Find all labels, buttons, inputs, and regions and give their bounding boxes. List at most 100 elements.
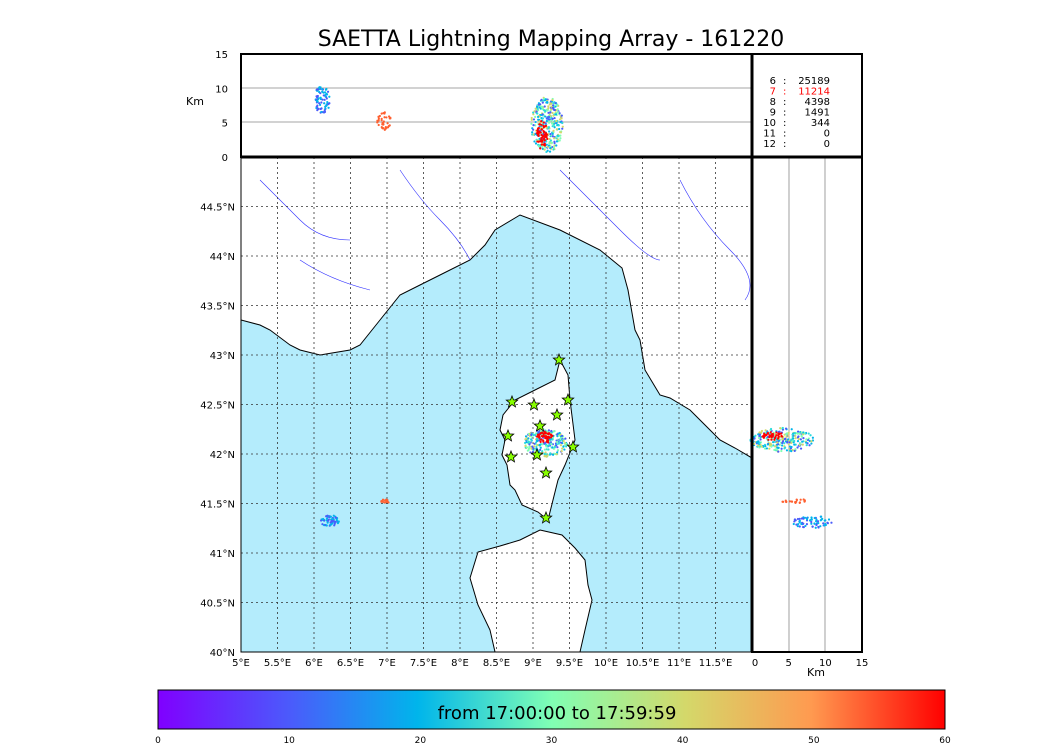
lightning-source-point (327, 103, 330, 106)
lightning-source-point (786, 438, 790, 441)
lightning-source-point (548, 150, 552, 153)
lon-tick-label: 10°E (594, 658, 618, 669)
lightning-source-point (805, 444, 808, 447)
lightning-source-point (553, 429, 556, 433)
lightning-source-point (320, 110, 323, 114)
lightning-source-point (531, 445, 534, 448)
lightning-source-point (558, 118, 562, 121)
lightning-source-point (544, 122, 547, 125)
lightning-source-point (810, 520, 813, 524)
lightning-source-point (543, 455, 546, 458)
lightning-source-point (786, 432, 789, 435)
lightning-source-point (321, 98, 324, 101)
lightning-source-point (548, 443, 551, 446)
side-altitude-panel: Km 0 5 10 15 (749, 156, 869, 679)
lightning-source-point (553, 137, 556, 140)
lightning-source-point (764, 434, 767, 437)
lightning-source-point (768, 447, 771, 450)
lightning-source-point (333, 524, 336, 527)
lightning-source-point (549, 436, 553, 439)
lightning-source-point (535, 112, 539, 115)
lon-tick-label: 6°E (305, 658, 323, 669)
lightning-source-point (787, 434, 790, 437)
lightning-source-point (538, 443, 541, 447)
lightning-source-point (530, 122, 533, 125)
lightning-source-point (552, 129, 555, 132)
station-count-panel: 6: 25189 7: 11214 8: 4398 9: 1491 10: 344 11: 0 12: 0 (751, 53, 863, 158)
lightning-source-point (816, 520, 820, 523)
lightning-source-point (798, 525, 801, 528)
lightning-source-point (552, 123, 556, 126)
lightning-source-point (784, 427, 788, 430)
station-count-row: 7: 11214 (770, 87, 830, 98)
station-star-icon (539, 465, 553, 479)
lightning-source-point (801, 440, 804, 443)
lightning-source-point (560, 450, 563, 453)
station-count-row: 6: 25189 (770, 76, 830, 87)
lightning-source-point (783, 446, 787, 449)
lightning-source-point (548, 142, 551, 145)
lightning-source-point (547, 126, 551, 129)
lightning-source-point (793, 432, 796, 435)
lightning-source-point (780, 432, 783, 435)
lightning-source-point (798, 501, 801, 504)
lightning-source-point (545, 136, 548, 139)
lightning-source-point (327, 518, 330, 521)
altitude-axis-label: Km (186, 95, 204, 108)
lightning-source-point (387, 115, 391, 118)
lightning-source-point (560, 441, 563, 444)
lightning-source-point (316, 107, 319, 110)
lightning-source-point (532, 113, 535, 116)
lightning-source-point (794, 437, 797, 440)
lightning-source-point (547, 121, 551, 124)
lat-tick-label: 42.5°N (200, 401, 235, 412)
lightning-source-point (563, 448, 566, 451)
lightning-source-point (547, 107, 550, 110)
lightning-source-point (552, 114, 555, 117)
lightning-source-point (796, 446, 799, 449)
lightning-source-point (790, 438, 793, 441)
lightning-source-point (531, 131, 534, 134)
mainland (241, 157, 752, 459)
lat-tick-label: 41°N (210, 549, 235, 560)
lightning-source-point (551, 446, 554, 449)
station-star-icon (566, 439, 580, 453)
lightning-source-point (781, 500, 784, 503)
lightning-source-point (532, 111, 535, 114)
lightning-source-point (771, 434, 774, 437)
lightning-source-point (542, 440, 545, 443)
station-number: 10 (763, 118, 776, 129)
lightning-source-point (769, 427, 773, 431)
lightning-source-point (769, 435, 772, 438)
lightning-source-point (797, 435, 800, 438)
lightning-source-point (803, 432, 806, 435)
side-axis-label: Km (807, 666, 825, 679)
lightning-source-point (802, 437, 805, 440)
altitude-panel: Km 0 5 10 15 (186, 50, 753, 164)
lightning-source-point (326, 521, 329, 524)
lightning-source-point (524, 438, 527, 441)
lightning-source-point (559, 134, 562, 137)
lightning-source-point (533, 140, 536, 143)
lightning-source-point (778, 439, 781, 442)
lightning-source-point (380, 117, 383, 120)
lightning-source-point (543, 133, 546, 136)
lightning-source-point (550, 443, 553, 446)
lightning-source-point (538, 123, 541, 126)
lightning-source-point (386, 122, 389, 125)
lightning-source-point (543, 432, 546, 435)
lightning-source-point (823, 524, 826, 527)
lightning-source-point (790, 428, 793, 431)
lightning-source-point (536, 107, 539, 110)
lightning-source-point (336, 522, 340, 525)
lightning-source-point (541, 147, 544, 150)
side-km-tick-label: 15 (856, 658, 869, 669)
lightning-source-point (376, 121, 379, 124)
lightning-source-point (544, 451, 547, 454)
lightning-source-point (548, 137, 551, 141)
lightning-source-point (808, 444, 811, 447)
lightning-source-point (334, 516, 338, 519)
lightning-source-point (533, 442, 536, 445)
lon-tick-label: 8.5°E (483, 658, 510, 669)
lightning-source-point (544, 124, 548, 127)
